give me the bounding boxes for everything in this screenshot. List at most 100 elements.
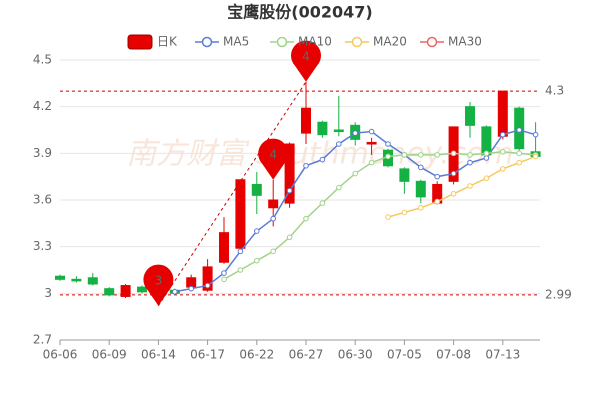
trend-line — [157, 81, 307, 307]
y-tick-label: 3.9 — [33, 146, 52, 160]
ma-point — [237, 248, 244, 255]
ma-point — [319, 200, 326, 206]
x-tick-label: 06-27 — [289, 348, 324, 362]
pin-label: 4 — [269, 147, 277, 161]
legend-dot — [351, 36, 363, 48]
ma-point — [434, 173, 441, 180]
candle-body — [333, 129, 344, 133]
pin — [143, 264, 174, 306]
candle-body — [186, 277, 197, 288]
candle-body — [399, 168, 410, 182]
ma-point — [516, 150, 523, 157]
y-tick-label: 4.2 — [33, 99, 52, 113]
y-tick-label: 4.5 — [33, 53, 52, 67]
ma-point — [401, 209, 408, 216]
ma-point — [270, 215, 277, 222]
legend-dot — [426, 36, 438, 48]
ma-point — [221, 270, 227, 276]
ma-point — [450, 170, 457, 177]
x-tick-label: 06-14 — [141, 348, 176, 362]
ma-point — [253, 228, 260, 234]
legend-label: MA10 — [298, 35, 332, 49]
x-tick-label: 06-17 — [190, 348, 225, 362]
ma-point — [286, 234, 293, 241]
ma-point — [467, 159, 473, 166]
ref-label: 4.3 — [545, 84, 564, 98]
x-tick-label: 06-06 — [43, 348, 78, 362]
candle-body — [120, 285, 131, 297]
ma-point — [253, 257, 260, 264]
candle-body — [284, 143, 295, 204]
ma-point — [450, 150, 457, 157]
ma-point — [532, 153, 539, 160]
candle-body — [235, 179, 246, 249]
y-tick-label: 3.3 — [33, 239, 52, 253]
pin — [258, 138, 289, 180]
candle-body — [268, 199, 279, 209]
ma-point — [336, 184, 342, 191]
y-tick-label: 3.6 — [33, 193, 52, 207]
ma-point — [352, 130, 359, 136]
ma-point — [385, 153, 391, 160]
pin-label: 3 — [155, 273, 163, 287]
ma-point — [434, 198, 441, 205]
candle-body — [104, 288, 115, 296]
ma-point — [286, 187, 293, 194]
ma-point — [434, 152, 441, 158]
x-tick-label: 06-22 — [239, 348, 274, 362]
legend-label: MA5 — [223, 35, 249, 49]
candle-body — [137, 286, 147, 293]
ma-point — [483, 150, 490, 157]
candle-body — [87, 277, 98, 285]
pin-label: 4 — [302, 49, 310, 63]
ma-point — [188, 285, 194, 292]
candle-body — [251, 183, 262, 196]
ma-point — [385, 141, 391, 147]
candle-body — [301, 107, 311, 134]
candle-body — [219, 232, 229, 263]
ma-point — [516, 127, 523, 133]
y-tick-label: 2.7 — [33, 333, 52, 347]
legend-label: MA30 — [448, 35, 482, 49]
chart-title: 宝鹰股份(002047) — [227, 3, 372, 22]
ma-point — [467, 183, 473, 189]
legend-label: 日K — [157, 35, 178, 49]
x-tick-label: 07-05 — [387, 348, 422, 362]
ma-point — [319, 156, 326, 163]
ma-point — [500, 148, 506, 155]
candle-body — [202, 266, 213, 291]
x-tick-label: 06-30 — [338, 348, 373, 362]
ma-point — [483, 155, 490, 161]
x-tick-label: 07-13 — [485, 348, 520, 362]
x-tick-label: 06-09 — [92, 348, 127, 362]
ma-point — [352, 170, 359, 177]
ma-point — [500, 131, 506, 138]
candle-body — [465, 106, 475, 126]
ma-point — [450, 190, 457, 197]
candle-body — [317, 121, 328, 136]
ma-point — [303, 162, 309, 169]
ma-point — [270, 248, 277, 255]
candle-body — [415, 180, 426, 198]
ma-point — [368, 159, 375, 166]
ref-label: 2.99 — [545, 287, 572, 301]
ma-point — [532, 131, 539, 138]
y-tick-label: 3 — [44, 286, 52, 300]
candle-body — [55, 275, 65, 280]
legend-dot — [201, 36, 213, 48]
ma-point — [303, 215, 309, 222]
candle-body — [71, 278, 82, 282]
x-tick-label: 07-08 — [436, 348, 471, 362]
ma-point — [221, 276, 227, 283]
ma-point — [336, 141, 342, 147]
ma-point — [418, 152, 424, 158]
pin — [291, 40, 322, 82]
candle-body — [497, 90, 508, 137]
ma-point — [401, 152, 408, 158]
legend-dot — [276, 36, 288, 48]
legend-swatch — [127, 34, 153, 50]
ma-point — [500, 166, 506, 172]
ma-point — [467, 152, 473, 158]
ma-point — [385, 214, 391, 220]
